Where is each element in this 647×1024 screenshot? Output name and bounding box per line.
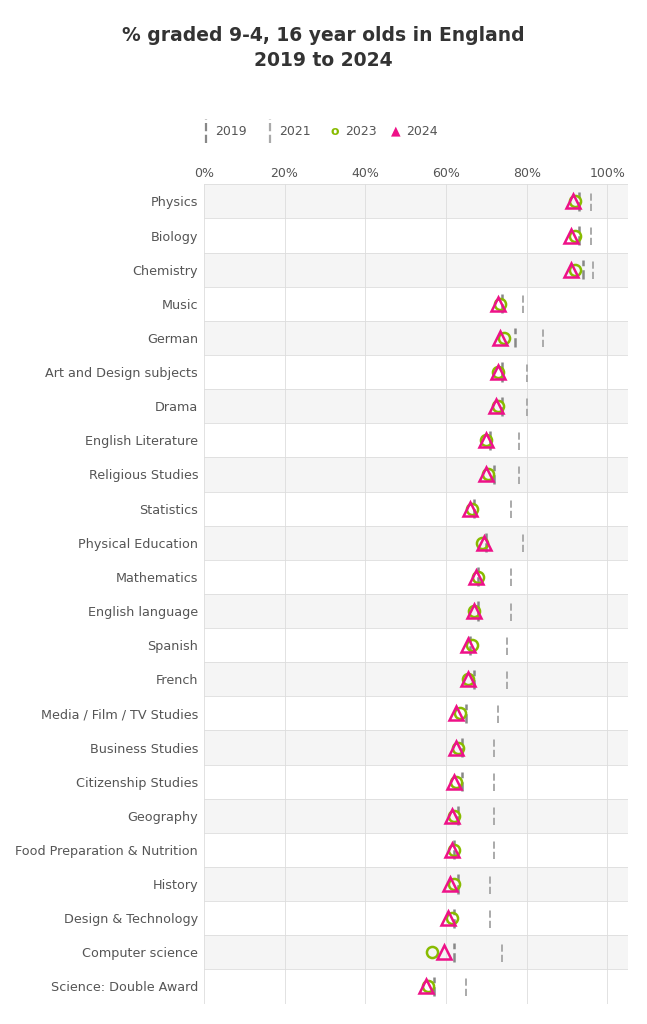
Bar <box>204 867 628 901</box>
Bar <box>204 594 628 628</box>
Bar <box>204 560 628 594</box>
Text: % graded 9-4, 16 year olds in England
2019 to 2024: % graded 9-4, 16 year olds in England 20… <box>122 26 525 70</box>
Bar <box>204 628 628 663</box>
Text: ▲: ▲ <box>391 125 400 137</box>
Bar <box>204 253 628 287</box>
Bar <box>204 901 628 935</box>
Bar <box>204 799 628 833</box>
Bar <box>204 184 628 218</box>
Text: 2024: 2024 <box>406 125 438 137</box>
Text: 2023: 2023 <box>345 125 377 137</box>
Bar <box>204 970 628 1004</box>
Bar <box>204 287 628 321</box>
Bar <box>204 730 628 765</box>
Bar <box>204 389 628 423</box>
Bar <box>204 355 628 389</box>
Bar <box>204 458 628 492</box>
Bar <box>204 492 628 525</box>
Bar <box>204 423 628 458</box>
Text: 2021: 2021 <box>280 125 311 137</box>
Bar <box>204 935 628 970</box>
Text: o: o <box>331 125 340 137</box>
Bar <box>204 833 628 867</box>
Text: 2019: 2019 <box>215 125 247 137</box>
Bar <box>204 696 628 730</box>
Bar <box>204 218 628 253</box>
Bar <box>204 321 628 355</box>
Bar <box>204 663 628 696</box>
Bar <box>204 765 628 799</box>
Bar <box>204 525 628 560</box>
